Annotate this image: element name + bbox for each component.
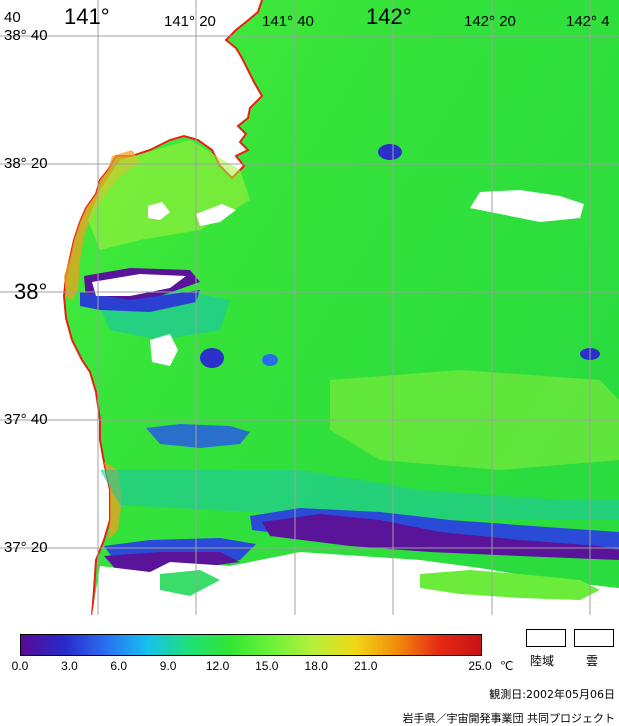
lat-label-38-40: 38° 40 <box>4 27 48 44</box>
colorbar-tick-label: 3.0 <box>61 659 78 673</box>
cloud-south <box>92 552 619 615</box>
cloud-key-label: 雲 <box>586 654 599 668</box>
land-key-label: 陸域 <box>530 654 555 668</box>
eddy-2 <box>200 348 224 368</box>
lon-label-141-40: 141° 40 <box>262 13 314 30</box>
lon-label-142-40: 142° 4 <box>566 13 610 30</box>
lon-label-142-20: 142° 20 <box>464 13 516 30</box>
lat-label-38-20: 38° 20 <box>4 155 48 172</box>
lon-label-141: 141° <box>64 4 110 29</box>
cloud-38 <box>92 274 186 296</box>
project-credit: 岩手県／宇宙開発事業団 共同プロジェクト <box>402 712 616 725</box>
colorbar-tick-label: 18.0 <box>304 659 328 673</box>
lat-label-38: 38° <box>14 279 48 304</box>
lon-label-142: 142° <box>366 4 412 29</box>
lat-label-37-20: 37° 20 <box>4 539 48 556</box>
green-patch-south-west <box>160 570 220 596</box>
cloud-small-3 <box>196 204 236 226</box>
land-key-swatch <box>526 629 566 647</box>
coastline <box>62 0 264 615</box>
eddy-3 <box>262 354 278 366</box>
colorbar-tick-label: 25.0 <box>468 659 492 673</box>
cold-band-37-40 <box>146 424 250 448</box>
green-strip-south <box>420 570 600 600</box>
sea-surface-temperature-map <box>0 0 619 615</box>
cloud-key-swatch <box>574 629 614 647</box>
temperature-colorbar <box>20 634 482 656</box>
colorbar-tick-label: 9.0 <box>159 659 177 673</box>
colorbar-tick-label: 21.0 <box>354 659 378 673</box>
graticule <box>0 0 619 615</box>
land-area <box>0 0 262 615</box>
cloud-small-1 <box>148 202 170 220</box>
cold-ring-38-blue <box>80 290 200 312</box>
cloud-small-2 <box>150 334 178 366</box>
cool-patch-south <box>100 470 619 520</box>
cloud-east <box>470 190 584 222</box>
colorbar-tick-label: 12.0 <box>205 659 230 673</box>
lat-label-37-40: 37° 40 <box>4 411 48 428</box>
lon-label-141-20: 141° 20 <box>164 13 216 30</box>
corner-label: 40 <box>4 9 21 26</box>
colorbar-tick-label: 6.0 <box>110 659 127 673</box>
colorbar-tick-label: 0.0 <box>11 659 29 673</box>
observation-date: 観測日:2002年05月06日 <box>489 688 615 701</box>
temperature-unit: ℃ <box>500 659 514 673</box>
eddy-1 <box>378 144 402 160</box>
colorbar-tick-label: 15.0 <box>255 659 279 673</box>
